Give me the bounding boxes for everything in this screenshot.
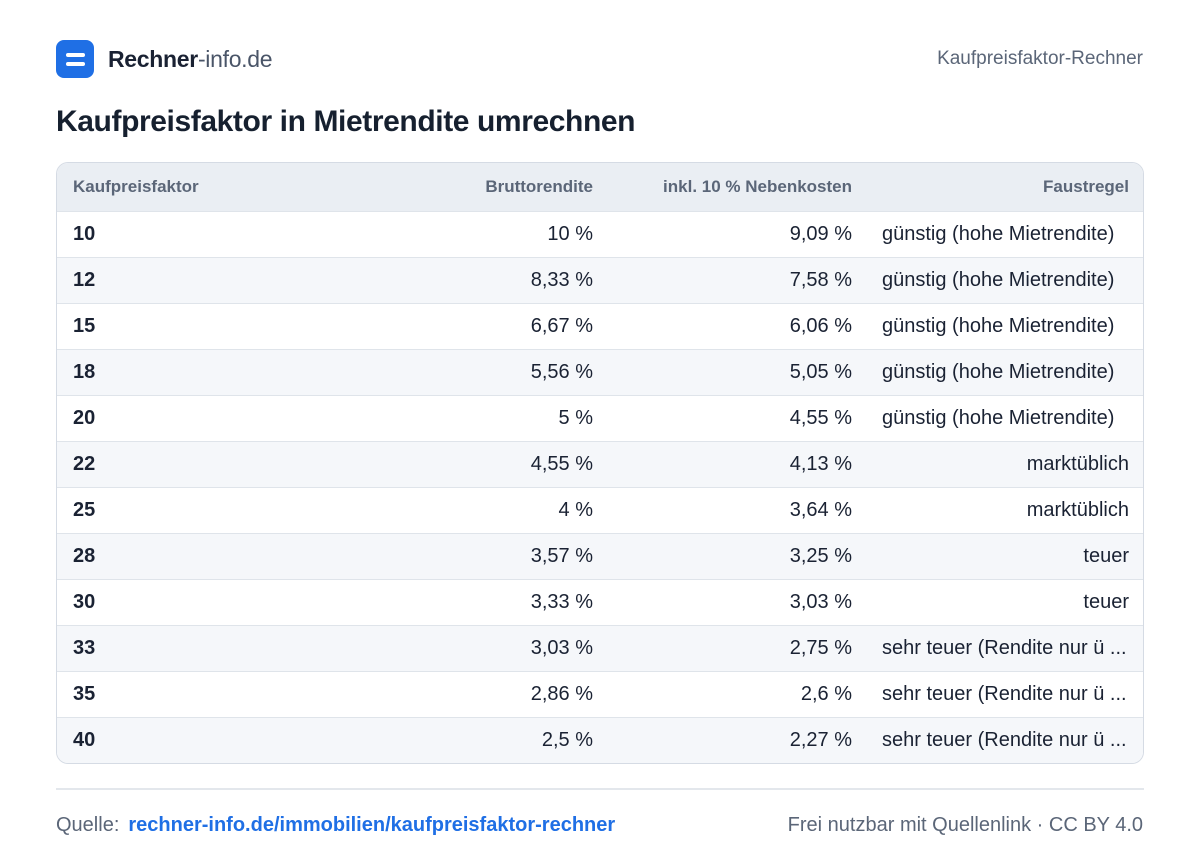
cell-factor: 22 (73, 452, 96, 475)
cell-factor: 15 (73, 314, 96, 337)
cell-incl-costs: 9,09 % (789, 222, 852, 245)
cell-factor: 40 (73, 728, 96, 751)
footer-divider (56, 788, 1144, 790)
table-row: 10 10 % 9,09 % günstig (hohe Mietrendite) (57, 211, 1143, 257)
cell-rule: teuer (868, 533, 1143, 579)
source: Quelle: rechner-info.de/immobilien/kaufpr… (56, 814, 615, 837)
page-title: Kaufpreisfaktor in Mietrendite umrechnen (56, 105, 636, 138)
cell-gross-yield: 3,33 % (530, 590, 593, 613)
table-header-row: Kaufpreisfaktor Bruttorendite inkl. 10 %… (57, 163, 1143, 211)
cell-gross-yield: 5,56 % (530, 360, 593, 383)
column-header-gross-yield: Bruttorendite (485, 176, 593, 196)
cell-incl-costs: 2,27 % (789, 728, 852, 751)
table-row: 33 3,03 % 2,75 % sehr teuer (Rendite nur ü … (57, 625, 1143, 671)
cell-rule-text: teuer (1083, 545, 1129, 567)
cell-factor: 20 (73, 406, 96, 429)
cell-factor: 18 (73, 360, 96, 383)
cell-factor: 10 (73, 222, 96, 245)
cell-rule-text: günstig (hohe Mietrendite) (882, 361, 1115, 383)
cell-factor: 25 (73, 498, 96, 521)
table-row: 12 8,33 % 7,58 % günstig (hohe Mietrendite) (57, 257, 1143, 303)
cell-gross-yield: 3,57 % (530, 544, 593, 567)
column-header-incl-costs: inkl. 10 % Nebenkosten (663, 176, 852, 196)
table-row: 18 5,56 % 5,05 % günstig (hohe Mietrendite) (57, 349, 1143, 395)
table-row: 22 4,55 % 4,13 % marktüblich (57, 441, 1143, 487)
cell-rule: marktüblich (868, 441, 1143, 487)
brand-name: Rechner-info.de (108, 45, 273, 73)
cell-rule-text: günstig (hohe Mietrendite) (882, 407, 1115, 429)
source-label: Quelle: (56, 814, 120, 836)
cell-rule-text: marktüblich (1026, 453, 1129, 475)
cell-rule: günstig (hohe Mietrendite) (868, 303, 1143, 349)
cell-factor: 12 (73, 268, 96, 291)
cell-rule-text: sehr teuer (Rendite nur ü ... (882, 637, 1127, 659)
brand[interactable]: Rechner-info.de (56, 40, 273, 78)
cell-rule: günstig (hohe Mietrendite) (868, 257, 1143, 303)
cell-incl-costs: 4,55 % (789, 406, 852, 429)
cell-factor: 28 (73, 544, 96, 567)
cell-rule: günstig (hohe Mietrendite) (868, 349, 1143, 395)
cell-rule-text: günstig (hohe Mietrendite) (882, 223, 1115, 245)
cell-gross-yield: 4 % (558, 498, 593, 521)
cell-rule: sehr teuer (Rendite nur ü ... (868, 717, 1143, 763)
cell-rule: marktüblich (868, 487, 1143, 533)
cell-rule-text: sehr teuer (Rendite nur ü ... (882, 683, 1127, 705)
cell-rule: günstig (hohe Mietrendite) (868, 211, 1143, 257)
cell-gross-yield: 6,67 % (530, 314, 593, 337)
source-link[interactable]: rechner-info.de/immobilien/kaufpreisfakt… (128, 814, 616, 836)
calculator-label: Kaufpreisfaktor-Rechner (937, 48, 1143, 69)
cell-factor: 35 (73, 682, 96, 705)
cell-gross-yield: 4,55 % (530, 452, 593, 475)
table-row: 15 6,67 % 6,06 % günstig (hohe Mietrendite) (57, 303, 1143, 349)
column-header-factor: Kaufpreisfaktor (73, 176, 199, 196)
page-footer: Quelle: rechner-info.de/immobilien/kaufpr… (56, 814, 1143, 837)
cell-rule: sehr teuer (Rendite nur ü ... (868, 625, 1143, 671)
cell-rule: teuer (868, 579, 1143, 625)
table-row: 25 4 % 3,64 % marktüblich (57, 487, 1143, 533)
cell-incl-costs: 3,64 % (789, 498, 852, 521)
cell-gross-yield: 2,86 % (530, 682, 593, 705)
page-header: Rechner-info.de Kaufpreisfaktor-Rechner (56, 40, 1143, 78)
cell-rule: sehr teuer (Rendite nur ü ... (868, 671, 1143, 717)
cell-incl-costs: 3,25 % (789, 544, 852, 567)
column-header-rule: Faustregel (1043, 176, 1129, 196)
table-row: 20 5 % 4,55 % günstig (hohe Mietrendite) (57, 395, 1143, 441)
cell-incl-costs: 5,05 % (789, 360, 852, 383)
cell-factor: 30 (73, 590, 96, 613)
equals-logo-icon (56, 40, 94, 78)
cell-rule: günstig (hohe Mietrendite) (868, 395, 1143, 441)
cell-factor: 33 (73, 636, 96, 659)
cell-rule-text: sehr teuer (Rendite nur ü ... (882, 729, 1127, 752)
cell-incl-costs: 3,03 % (789, 590, 852, 613)
cell-incl-costs: 6,06 % (789, 314, 852, 337)
cell-gross-yield: 3,03 % (530, 636, 593, 659)
license-note: Frei nutzbar mit Quellenlink · CC BY 4.0 (787, 814, 1143, 836)
cell-incl-costs: 7,58 % (789, 268, 852, 291)
conversion-table: Kaufpreisfaktor Bruttorendite inkl. 10 %… (56, 162, 1144, 764)
cell-incl-costs: 4,13 % (789, 452, 852, 475)
brand-name-strong: Rechner (108, 45, 198, 72)
cell-rule-text: teuer (1083, 591, 1129, 613)
cell-gross-yield: 2,5 % (541, 728, 593, 751)
brand-name-light: -info.de (197, 45, 273, 72)
cell-gross-yield: 8,33 % (530, 268, 593, 291)
cell-incl-costs: 2,75 % (789, 636, 852, 659)
cell-gross-yield: 10 % (547, 222, 593, 245)
cell-gross-yield: 5 % (558, 406, 593, 429)
cell-rule-text: marktüblich (1026, 499, 1129, 521)
table-row: 28 3,57 % 3,25 % teuer (57, 533, 1143, 579)
table-row: 30 3,33 % 3,03 % teuer (57, 579, 1143, 625)
cell-rule-text: günstig (hohe Mietrendite) (882, 269, 1115, 291)
cell-incl-costs: 2,6 % (800, 682, 852, 705)
table-row: 35 2,86 % 2,6 % sehr teuer (Rendite nur ü .… (57, 671, 1143, 717)
cell-rule-text: günstig (hohe Mietrendite) (882, 315, 1115, 337)
table-row: 40 2,5 % 2,27 % sehr teuer (Rendite nur ü .… (57, 717, 1143, 763)
